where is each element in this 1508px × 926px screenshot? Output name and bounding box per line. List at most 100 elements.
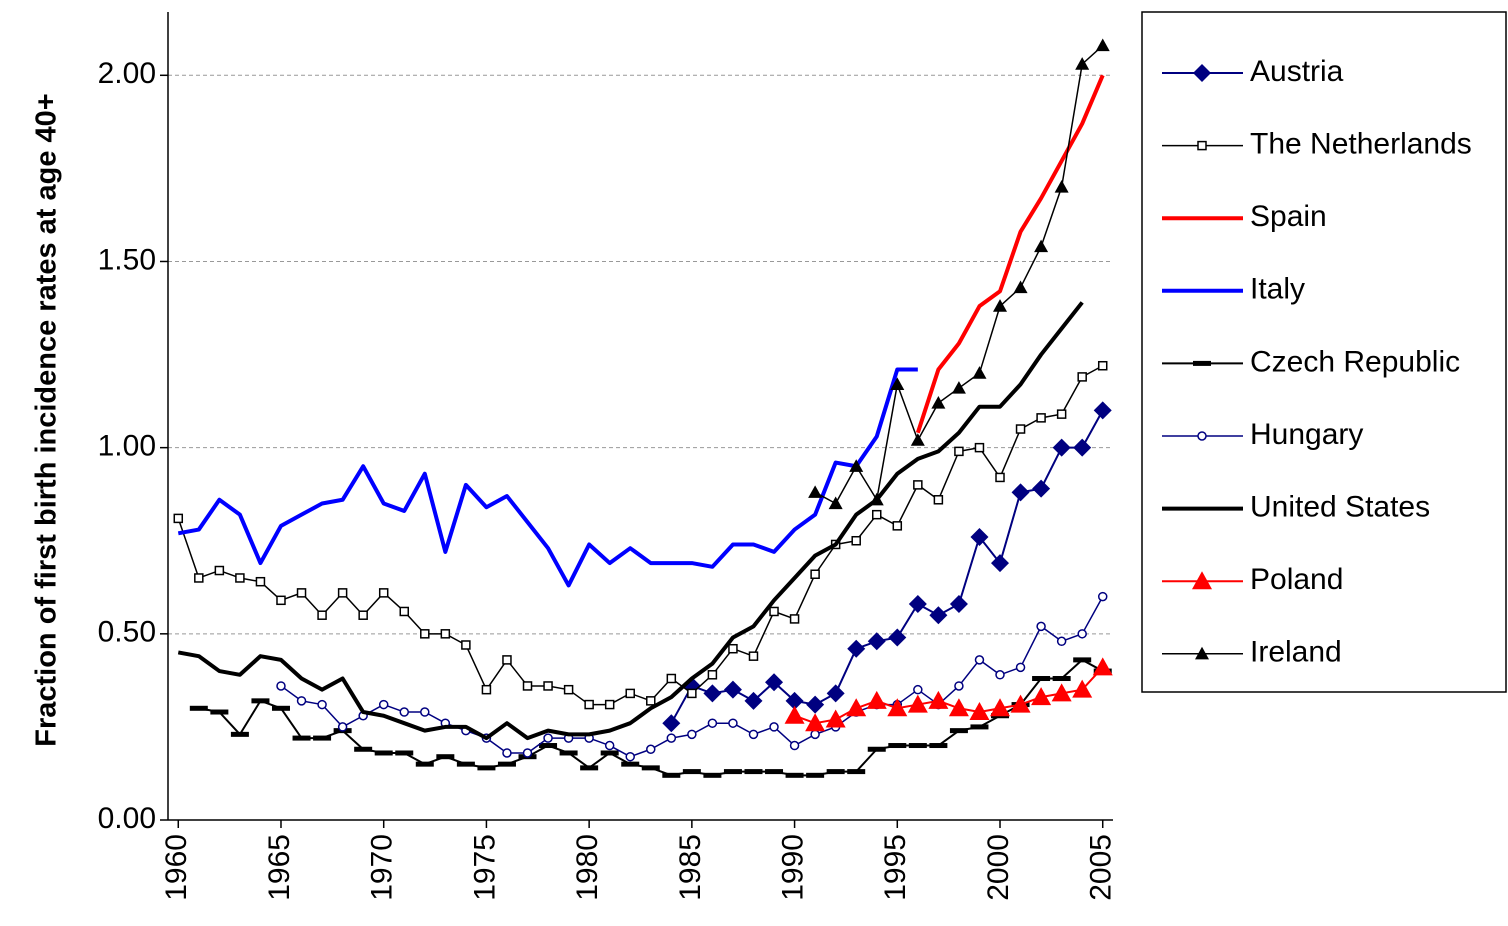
point-marker: [888, 743, 907, 749]
point-marker: [789, 740, 800, 751]
point-marker: [230, 731, 249, 737]
point-marker: [866, 690, 887, 709]
point-marker: [892, 521, 903, 531]
point-marker: [810, 729, 820, 740]
legend-label: Czech Republic: [1250, 345, 1460, 378]
point-marker: [806, 695, 825, 714]
point-marker: [481, 684, 492, 695]
point-marker: [974, 655, 985, 665]
x-tick-label: 2005: [1085, 834, 1118, 901]
point-marker: [292, 735, 311, 741]
point-marker: [210, 709, 229, 715]
point-marker: [969, 702, 990, 721]
point-marker: [785, 772, 804, 778]
y-tick-label: 1.50: [98, 243, 156, 276]
point-marker: [580, 765, 599, 771]
point-marker: [559, 750, 578, 756]
point-marker: [436, 754, 455, 760]
point-marker: [646, 696, 656, 706]
y-tick-label: 0.00: [98, 802, 156, 835]
point-marker: [251, 698, 270, 704]
point-marker: [990, 698, 1011, 717]
legend-label: Ireland: [1250, 636, 1342, 669]
point-marker: [995, 472, 1005, 483]
point-marker: [995, 670, 1005, 680]
point-marker: [255, 576, 266, 587]
point-marker: [687, 729, 697, 740]
point-marker: [1052, 676, 1071, 682]
point-marker: [600, 750, 619, 756]
point-marker: [887, 698, 908, 717]
point-marker: [420, 707, 430, 717]
legend-marker: [1197, 431, 1207, 441]
point-marker: [502, 748, 512, 758]
point-marker: [1092, 657, 1113, 676]
point-marker: [317, 699, 327, 710]
point-marker: [748, 651, 759, 661]
point-marker: [337, 588, 348, 598]
point-marker: [1095, 38, 1110, 52]
point-marker: [948, 698, 969, 717]
point-marker: [847, 639, 866, 658]
legend-marker: [1193, 360, 1211, 366]
point-marker: [851, 535, 861, 546]
point-marker: [929, 606, 948, 625]
point-marker: [395, 750, 414, 756]
point-marker: [890, 377, 905, 390]
point-marker: [662, 714, 681, 733]
point-marker: [687, 688, 697, 699]
point-marker: [1034, 239, 1049, 253]
point-marker: [867, 632, 886, 651]
series-line: [177, 367, 918, 588]
y-tick-label: 1.00: [98, 430, 156, 463]
point-marker: [625, 688, 635, 699]
point-marker: [584, 699, 594, 710]
point-marker: [641, 765, 660, 771]
point-marker: [949, 595, 968, 614]
y-axis-label: Fraction of first birth incidence rates …: [31, 93, 63, 747]
legend-label: Hungary: [1250, 418, 1363, 451]
point-marker: [1015, 662, 1026, 673]
point-marker: [888, 628, 907, 647]
point-marker: [276, 681, 286, 691]
point-marker: [769, 606, 779, 617]
point-marker: [296, 588, 307, 598]
point-marker: [354, 746, 373, 752]
legend-label: Spain: [1250, 200, 1327, 233]
point-marker: [1054, 180, 1069, 193]
legend-label: United States: [1250, 491, 1430, 524]
series-line: [670, 409, 1104, 724]
point-marker: [723, 680, 742, 699]
point-marker: [522, 748, 533, 758]
legend-label: The Netherlands: [1250, 128, 1472, 161]
legend-marker: [1197, 140, 1207, 151]
point-marker: [703, 772, 722, 778]
point-marker: [805, 713, 826, 732]
point-marker: [1032, 676, 1051, 682]
x-tick-label: 1960: [160, 834, 193, 901]
point-marker: [765, 673, 784, 692]
point-marker: [1056, 409, 1067, 419]
point-marker: [666, 673, 677, 684]
legend-label: Italy: [1250, 273, 1305, 306]
x-tick-label: 1980: [571, 834, 604, 901]
point-marker: [604, 740, 615, 751]
series-line: [177, 301, 1084, 741]
point-marker: [337, 722, 348, 732]
point-marker: [662, 772, 681, 778]
point-marker: [785, 691, 804, 710]
point-marker: [748, 729, 759, 740]
point-marker: [769, 722, 779, 732]
point-marker: [907, 694, 928, 713]
point-marker: [908, 743, 927, 749]
x-tick-label: 2000: [982, 834, 1015, 901]
point-marker: [378, 588, 389, 598]
point-marker: [1073, 438, 1092, 457]
point-marker: [949, 728, 968, 734]
point-marker: [1013, 280, 1028, 294]
point-marker: [621, 761, 640, 767]
point-marker: [271, 705, 290, 711]
point-marker: [1036, 621, 1046, 632]
point-marker: [502, 655, 512, 665]
point-marker: [1051, 683, 1072, 702]
